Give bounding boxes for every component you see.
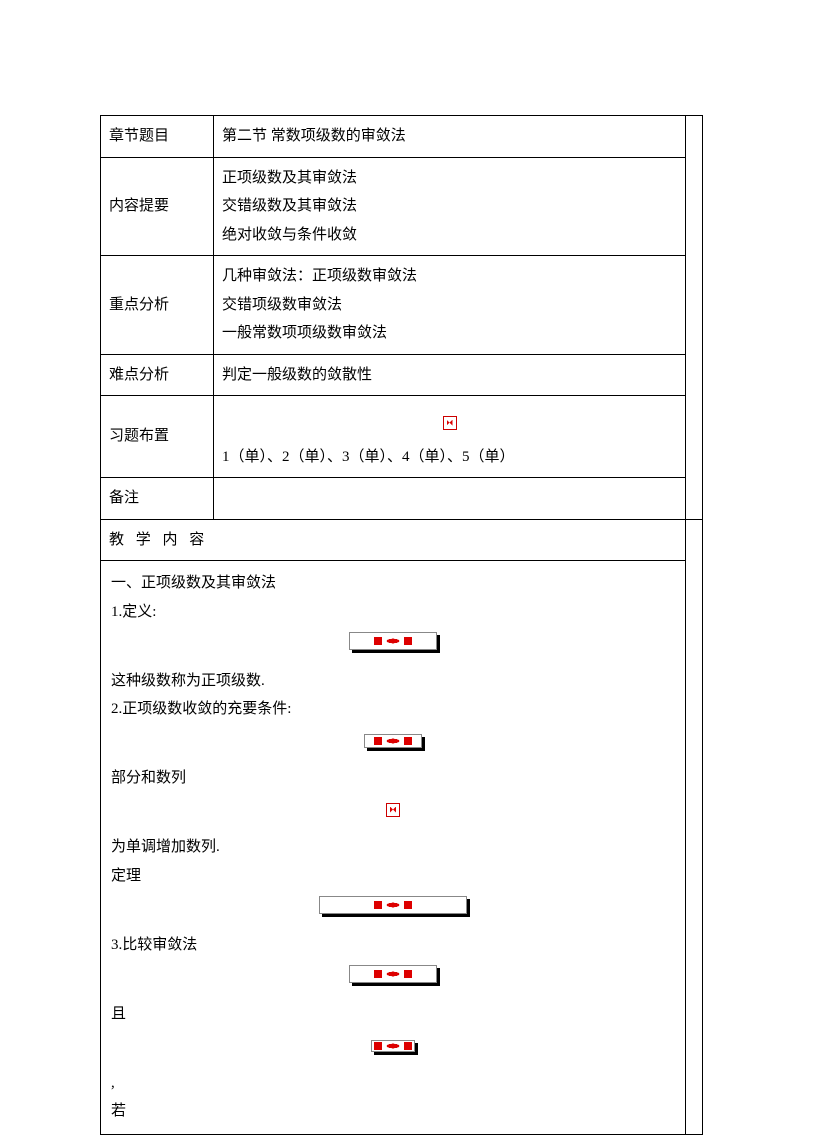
content-line: 3.比较审敛法 <box>111 931 675 960</box>
formula-placeholder-icon <box>364 734 422 748</box>
formula-placeholder-icon <box>371 1040 415 1052</box>
row-exercises-value: 1（单）、2（单）、3（单）、4（单）、5（单） <box>214 396 686 478</box>
right-margin-stub <box>686 116 703 520</box>
teaching-content-body: 一、正项级数及其审敛法 1.定义: 这种级数称为正项级数. 2.正项级数收敛的充… <box>101 561 686 1135</box>
content-line: 这种级数称为正项级数. <box>111 667 675 696</box>
content-line: 部分和数列 <box>111 764 675 793</box>
broken-image-icon <box>386 803 400 817</box>
row-keypoints-label: 重点分析 <box>101 256 214 355</box>
summary-line: 正项级数及其审敛法 <box>222 164 677 193</box>
exercises-text: 1（单）、2（单）、3（单）、4（单）、5（单） <box>222 443 677 472</box>
keypoints-line: 交错项级数审敛法 <box>222 291 677 320</box>
row-keypoints-value: 几种审敛法：正项级数审敛法 交错项级数审敛法 一般常数项项级数审敛法 <box>214 256 686 355</box>
row-remark-value <box>214 478 686 520</box>
content-line: 若 <box>111 1097 675 1126</box>
content-line: 且 <box>111 1000 675 1029</box>
broken-image-icon <box>443 416 457 430</box>
keypoints-line: 一般常数项项级数审敛法 <box>222 319 677 348</box>
content-line: 2.正项级数收敛的充要条件: <box>111 695 675 724</box>
summary-line: 交错级数及其审敛法 <box>222 192 677 221</box>
content-line: , <box>111 1069 675 1098</box>
row-difficult-label: 难点分析 <box>101 354 214 396</box>
row-chapter-label: 章节题目 <box>101 116 214 158</box>
row-exercises-label: 习题布置 <box>101 396 214 478</box>
content-line: 定理 <box>111 862 675 891</box>
formula-placeholder-icon <box>319 896 467 914</box>
row-difficult-value: 判定一般级数的敛散性 <box>214 354 686 396</box>
content-line: 为单调增加数列. <box>111 833 675 862</box>
formula-placeholder-icon <box>349 965 437 983</box>
row-summary-value: 正项级数及其审敛法 交错级数及其审敛法 绝对收敛与条件收敛 <box>214 157 686 256</box>
row-summary-label: 内容提要 <box>101 157 214 256</box>
content-heading: 一、正项级数及其审敛法 <box>111 569 675 598</box>
right-margin-stub <box>686 519 703 1134</box>
content-line: 1.定义: <box>111 598 675 627</box>
teaching-content-title: 教 学 内 容 <box>101 519 686 561</box>
row-remark-label: 备注 <box>101 478 214 520</box>
summary-line: 绝对收敛与条件收敛 <box>222 221 677 250</box>
formula-placeholder-icon <box>349 632 437 650</box>
row-chapter-value: 第二节 常数项级数的审敛法 <box>214 116 686 158</box>
keypoints-line: 几种审敛法：正项级数审敛法 <box>222 262 677 291</box>
